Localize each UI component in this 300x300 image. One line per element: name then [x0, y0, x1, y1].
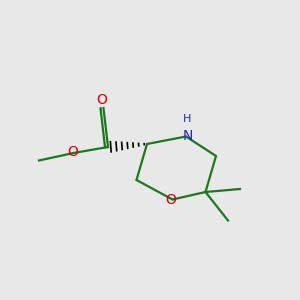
Text: O: O: [166, 193, 176, 206]
Text: N: N: [182, 130, 193, 143]
Text: H: H: [183, 114, 192, 124]
Text: O: O: [68, 145, 78, 158]
Text: O: O: [97, 93, 107, 106]
